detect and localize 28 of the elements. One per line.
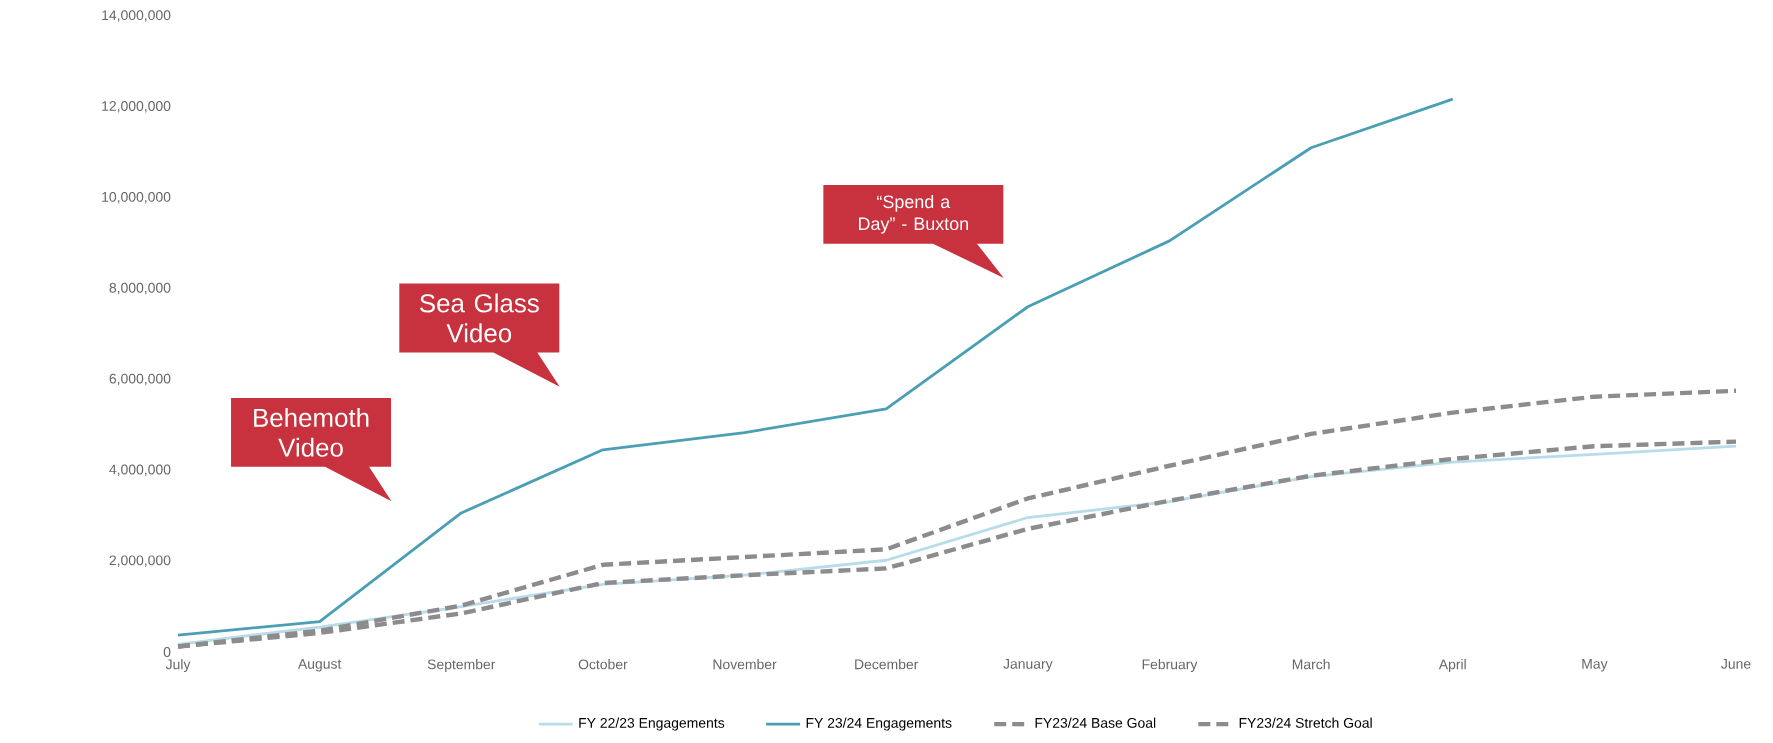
annotation: Sea Glass Video (420, 293, 539, 343)
y-tick-label: 6,000,000 (109, 373, 171, 386)
line-series (176, 97, 1455, 637)
x-tick-label: March (1292, 659, 1330, 670)
y-tick-label: 2,000,000 (109, 555, 171, 567)
y-tick-label: 12,000,000 (102, 101, 171, 113)
annotation: Behemoth Video (254, 407, 369, 457)
x-tick-label: February (1142, 659, 1198, 673)
y-tick-label: 8,000,000 (109, 282, 171, 295)
x-tick-label: May (1582, 659, 1608, 672)
y-tick-label: 0 (163, 647, 171, 657)
x-tick-label: June (1721, 659, 1751, 669)
x-tick-label: December (855, 659, 919, 670)
y-tick-label: 14,000,000 (102, 10, 171, 22)
y-tick-label: 4,000,000 (109, 464, 171, 477)
x-tick-label: October (578, 659, 628, 670)
x-tick-label: August (297, 659, 342, 672)
legend-label: FY 22/23 Engagements (579, 717, 725, 731)
x-tick-label: September (427, 659, 496, 673)
annotation: “Spend a Day” - Buxton (859, 194, 968, 234)
x-tick-label: April (1438, 659, 1466, 673)
x-tick-label: July (165, 659, 191, 673)
legend-label: FY23/24 Stretch Goal (1239, 717, 1372, 728)
x-tick-label: January (1003, 659, 1053, 672)
x-tick-label: November (713, 659, 777, 670)
legend-label: FY 23/24 Engagements (806, 717, 952, 731)
y-tick-label: 10,000,000 (102, 191, 171, 204)
legend-label: FY23/24 Base Goal (1035, 717, 1156, 728)
